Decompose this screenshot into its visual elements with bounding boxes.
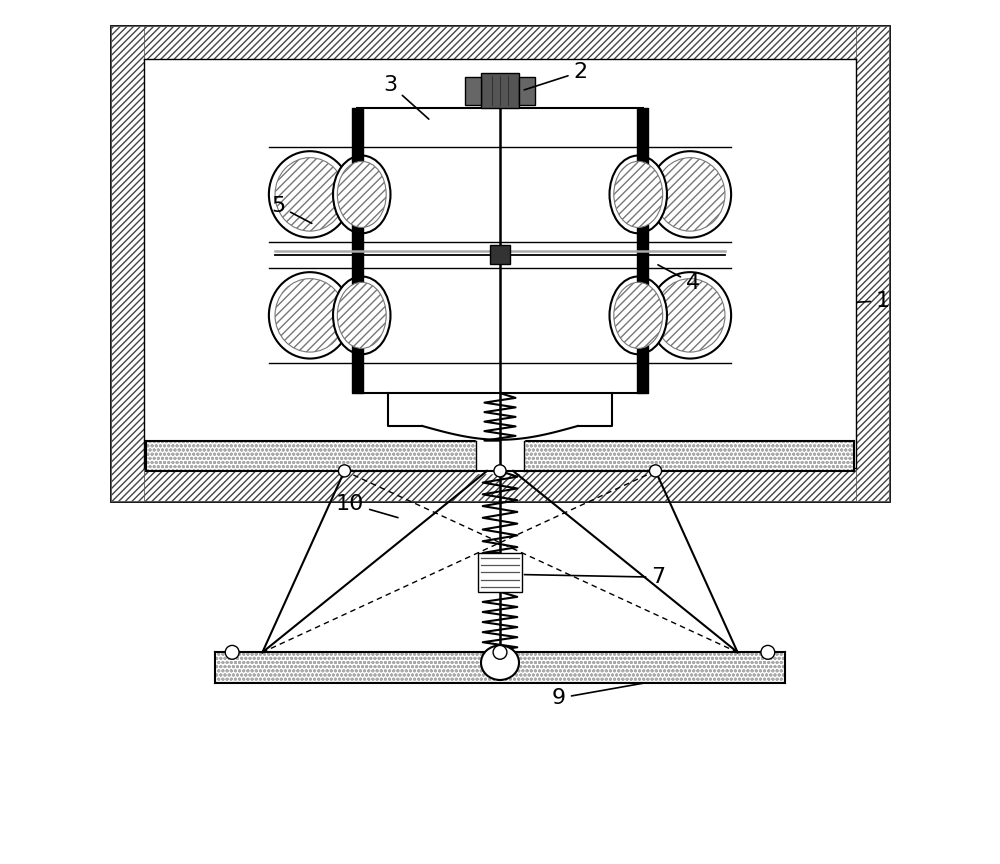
- Ellipse shape: [481, 645, 519, 680]
- Text: 2: 2: [524, 61, 588, 90]
- Ellipse shape: [275, 278, 345, 353]
- Ellipse shape: [333, 156, 390, 233]
- Polygon shape: [490, 245, 510, 264]
- Ellipse shape: [269, 272, 351, 359]
- Text: 10: 10: [336, 493, 398, 518]
- Polygon shape: [111, 26, 144, 501]
- Ellipse shape: [337, 162, 386, 227]
- Ellipse shape: [493, 645, 507, 659]
- Polygon shape: [357, 108, 643, 393]
- Text: 9: 9: [552, 683, 644, 708]
- Ellipse shape: [333, 276, 390, 354]
- Ellipse shape: [614, 162, 663, 227]
- Polygon shape: [856, 26, 889, 501]
- Ellipse shape: [225, 645, 239, 659]
- Text: 3: 3: [383, 74, 429, 119]
- Ellipse shape: [614, 283, 663, 348]
- Ellipse shape: [610, 276, 667, 354]
- Polygon shape: [144, 59, 856, 468]
- Ellipse shape: [610, 156, 667, 233]
- Text: 5: 5: [271, 195, 312, 224]
- Ellipse shape: [649, 272, 731, 359]
- Polygon shape: [481, 73, 519, 108]
- Ellipse shape: [649, 465, 662, 477]
- Ellipse shape: [337, 283, 386, 348]
- Polygon shape: [519, 77, 535, 105]
- Ellipse shape: [275, 157, 345, 232]
- Ellipse shape: [655, 278, 725, 353]
- Text: 1: 1: [857, 290, 890, 311]
- Ellipse shape: [761, 645, 775, 659]
- Text: 4: 4: [658, 265, 700, 294]
- Polygon shape: [146, 441, 854, 471]
- Ellipse shape: [338, 465, 351, 477]
- Polygon shape: [478, 553, 522, 592]
- Ellipse shape: [649, 151, 731, 238]
- Ellipse shape: [269, 151, 351, 238]
- Ellipse shape: [494, 465, 506, 477]
- Text: 7: 7: [524, 567, 665, 588]
- Polygon shape: [465, 77, 481, 105]
- Ellipse shape: [655, 157, 725, 232]
- Polygon shape: [215, 652, 785, 683]
- Polygon shape: [111, 26, 889, 59]
- Polygon shape: [111, 468, 889, 501]
